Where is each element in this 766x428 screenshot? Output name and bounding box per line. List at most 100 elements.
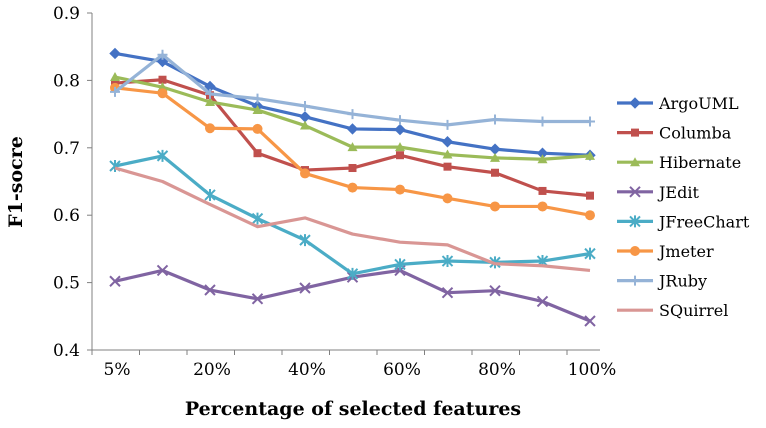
- data-point-columba: [586, 191, 594, 200]
- legend-label-columba: Columba: [659, 124, 732, 143]
- data-point-jmeter: [395, 184, 405, 195]
- data-point-hibernate: [395, 142, 405, 152]
- data-point-jfreechart: [299, 234, 311, 247]
- data-point-argouml: [156, 55, 169, 68]
- data-point-jruby: [347, 109, 358, 120]
- data-point-hibernate: [442, 149, 453, 159]
- data-point-columba: [253, 149, 262, 158]
- legend-marker-hibernate: [630, 157, 640, 167]
- y-tick-label: 0.6: [53, 206, 80, 226]
- series-line-columba: [114, 78, 591, 198]
- data-point-jmeter: [205, 123, 215, 134]
- data-point-jruby: [205, 88, 215, 99]
- data-point-jmeter: [300, 168, 310, 179]
- y-tick-label: 0.9: [53, 4, 80, 24]
- data-point-jedit: [204, 284, 216, 296]
- legend: ArgoUML Columba Hibernate JEdit JFreeChart Jm…: [617, 94, 750, 320]
- data-point-columba: [538, 186, 547, 195]
- data-point-jmeter: [442, 193, 453, 204]
- data-point-argouml: [346, 123, 359, 135]
- data-point-jfreechart: [204, 188, 216, 201]
- data-point-jedit: [251, 293, 264, 305]
- data-point-jedit: [109, 275, 121, 287]
- legend-marker-argouml: [629, 97, 641, 109]
- series-squirrel: [114, 166, 591, 273]
- series-line-jfreechart: [114, 154, 591, 276]
- data-point-jfreechart: [346, 267, 359, 280]
- data-point-hibernate: [347, 142, 358, 152]
- data-point-jedit: [584, 315, 596, 327]
- data-point-jmeter: [585, 210, 595, 221]
- x-tick-label: 40%: [288, 360, 326, 380]
- legend-item-jruby: JRuby: [617, 272, 707, 291]
- series-argouml: [109, 47, 596, 161]
- data-point-jmeter: [490, 201, 500, 212]
- data-point-jruby: [395, 115, 405, 126]
- data-point-jedit: [441, 287, 454, 299]
- data-point-jfreechart: [584, 247, 596, 260]
- data-point-jfreechart: [156, 149, 169, 162]
- data-point-jmeter: [347, 182, 358, 193]
- data-point-jedit: [536, 295, 549, 308]
- legend-label-jfreechart: JFreeChart: [657, 212, 750, 231]
- data-point-hibernate: [300, 120, 310, 130]
- legend-marker-jmeter: [630, 246, 640, 256]
- legend-marker-jfreechart: [629, 215, 641, 228]
- y-tick-label: 0.7: [53, 139, 80, 159]
- data-point-argouml: [489, 143, 501, 155]
- data-point-columba: [491, 168, 499, 177]
- legend-label-jedit: JEdit: [657, 183, 699, 202]
- data-point-jruby: [537, 116, 548, 127]
- x-axis-ticks: 5% 20% 40% 60% 80% 100%: [91, 350, 616, 380]
- data-point-jfreechart: [441, 255, 454, 268]
- legend-item-squirrel: SQuirrel: [617, 301, 728, 320]
- legend-item-jfreechart: JFreeChart: [617, 212, 750, 231]
- data-point-jruby: [110, 86, 120, 97]
- data-point-argouml: [109, 47, 121, 60]
- data-point-jmeter: [252, 123, 263, 134]
- data-point-hibernate: [110, 72, 120, 82]
- x-tick-label: 80%: [478, 360, 516, 380]
- legend-item-jedit: JEdit: [617, 183, 699, 202]
- y-tick-label: 0.5: [53, 274, 80, 294]
- legend-label-squirrel: SQuirrel: [659, 301, 728, 320]
- y-axis-title: F1-socre: [5, 136, 27, 228]
- legend-marker-jedit: [629, 186, 641, 198]
- legend-label-argouml: ArgoUML: [658, 94, 739, 113]
- data-point-hibernate: [537, 154, 548, 164]
- y-axis-ticks: 0.4 0.5 0.6 0.7 0.8 0.9: [53, 4, 92, 361]
- data-point-jruby: [490, 114, 500, 125]
- legend-label-jmeter: Jmeter: [657, 242, 714, 261]
- data-point-jruby: [300, 101, 310, 112]
- data-point-hibernate: [585, 150, 595, 160]
- data-point-columba: [396, 151, 404, 160]
- data-point-jmeter: [537, 201, 548, 212]
- data-point-hibernate: [490, 152, 500, 162]
- series-line-squirrel: [114, 166, 591, 273]
- legend-item-jmeter: Jmeter: [617, 242, 714, 261]
- y-tick-label: 0.4: [53, 341, 80, 361]
- data-point-jedit: [489, 284, 501, 297]
- data-point-argouml: [394, 123, 406, 136]
- data-point-jruby: [585, 116, 595, 127]
- data-point-jruby: [157, 49, 168, 60]
- data-point-argouml: [441, 136, 454, 148]
- data-point-jfreechart: [251, 212, 264, 225]
- series-jruby: [110, 49, 595, 130]
- x-tick-label: 60%: [383, 360, 421, 380]
- x-tick-label: 5%: [104, 360, 131, 380]
- data-point-jfreechart: [394, 258, 406, 271]
- legend-marker-columba: [631, 128, 639, 137]
- data-point-hibernate: [252, 105, 263, 115]
- y-tick-label: 0.8: [53, 71, 80, 91]
- data-point-jedit: [156, 264, 169, 277]
- legend-marker-jruby: [630, 275, 640, 286]
- data-point-columba: [348, 164, 357, 173]
- data-point-jruby: [442, 119, 453, 130]
- data-point-jedit: [299, 282, 311, 294]
- x-axis-title: Percentage of selected features: [185, 398, 521, 420]
- data-point-hibernate: [205, 96, 215, 106]
- legend-item-columba: Columba: [617, 124, 732, 143]
